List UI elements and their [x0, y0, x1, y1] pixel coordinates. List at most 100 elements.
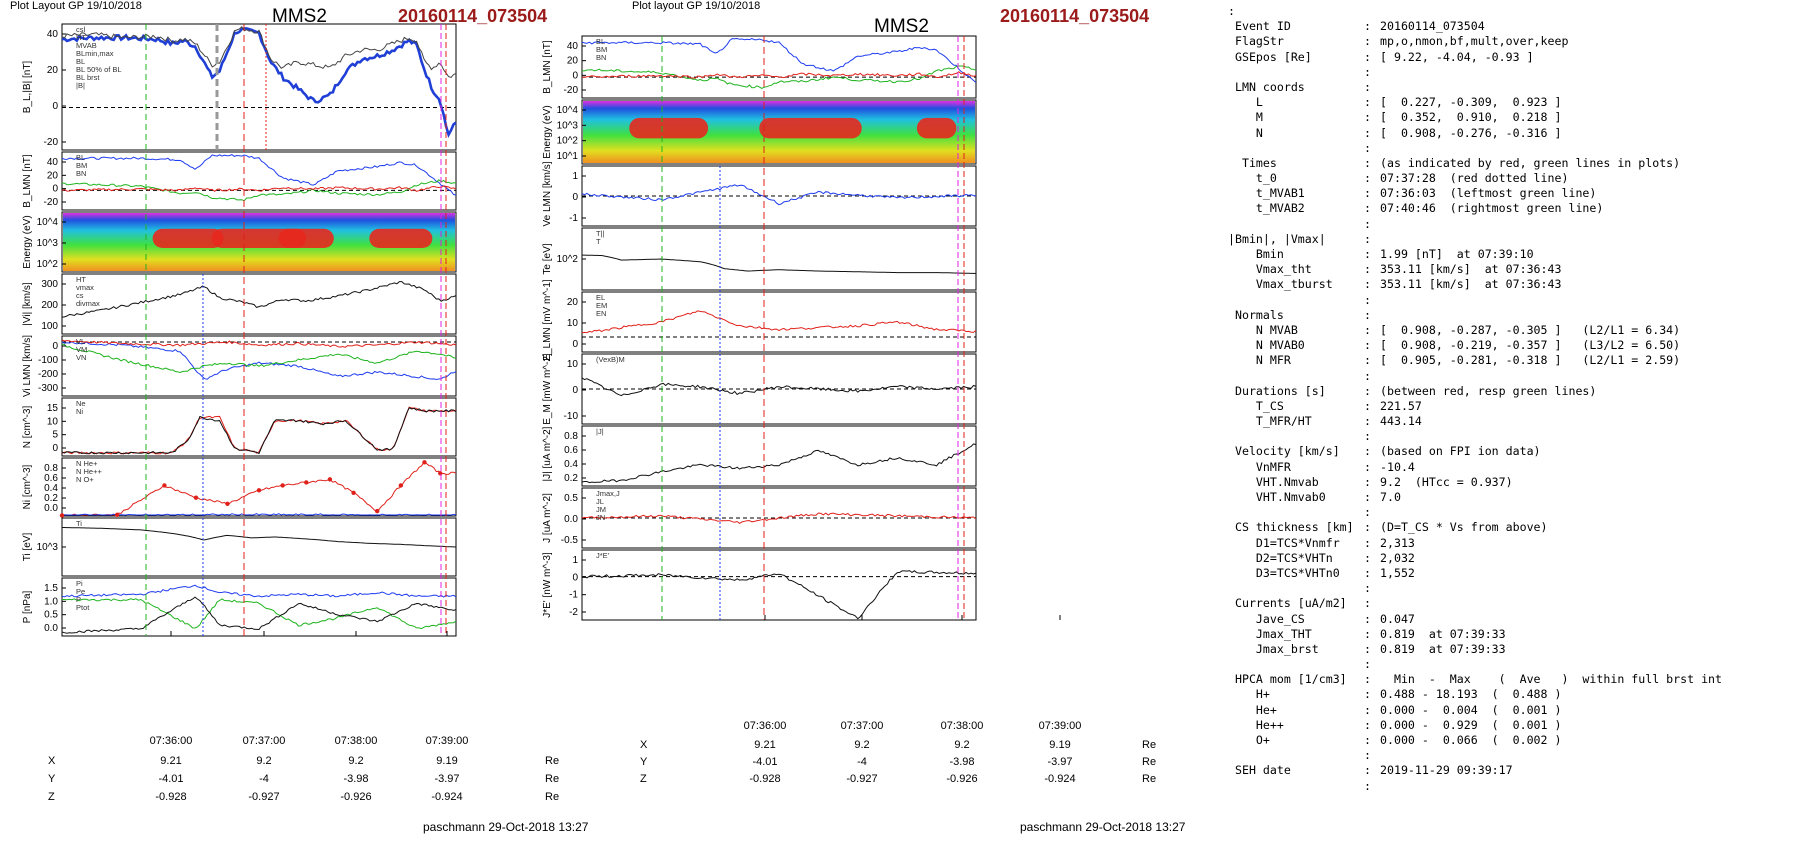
- ytick-label: 10^1: [557, 151, 579, 162]
- ytick-label: 10^2: [557, 254, 579, 265]
- summary-colon: :: [1364, 247, 1371, 261]
- summary-colon: :: [1364, 140, 1371, 155]
- summary-line: :: [1228, 779, 1800, 794]
- summary-value: Min - Max ( Ave ) within full brst int: [1380, 672, 1723, 687]
- ytick-label: 15: [47, 403, 59, 414]
- ytick-label: 0: [572, 385, 578, 396]
- right-panel-6: E_M [mW m^-2] 10 0 -10 (VexB)M: [542, 353, 977, 425]
- summary-key: VHT.Nmvab0: [1228, 490, 1326, 504]
- legend-entry: Ne: [76, 399, 86, 408]
- summary-line: Jmax_brst:0.819 at 07:39:33: [1228, 642, 1800, 657]
- ytick-label: -1: [569, 213, 578, 224]
- summary-line: T_MFR/HT:443.14: [1228, 414, 1800, 429]
- summary-key: CS thickness [km]: [1228, 520, 1354, 535]
- legend-entry: T||: [596, 229, 605, 238]
- panel-ylabel: Energy (eV): [22, 215, 33, 268]
- legend-entry: divmax: [76, 299, 100, 308]
- he-data-point: [114, 512, 120, 517]
- summary-value: mp,o,nmon,bf,mult,over,keep: [1380, 34, 1569, 49]
- ytick-label: 10: [567, 318, 579, 329]
- summary-value: 07:40:46 (rightmost green line): [1380, 201, 1604, 216]
- ytick-label: -2: [569, 607, 578, 618]
- legend-entry: cs: [76, 291, 84, 300]
- panel-frame: [61, 517, 457, 577]
- summary-key: Durations [s]: [1228, 383, 1326, 398]
- ytick-label: 10^4: [37, 217, 59, 228]
- series-BM-line: [62, 179, 457, 202]
- summary-value: [ 0.908, -0.219, -0.357 ] (L3/L2 = 6.50): [1380, 338, 1681, 353]
- legend-entry: csl: [76, 25, 86, 34]
- panel-ylabel: Ti [eV]: [22, 533, 33, 562]
- legend-entry: EN: [596, 309, 606, 318]
- summary-key: Bmin: [1228, 247, 1284, 261]
- summary-key: Times: [1228, 155, 1277, 170]
- legend-entry: Jmax,J: [596, 489, 620, 498]
- right-panel-2: Energy (eV) 10^4 10^3 10^2 10^1: [542, 99, 977, 165]
- summary-line: VnMFR: -10.4: [1228, 460, 1800, 475]
- panel-ylabel: Vi LMN [km/s]: [22, 335, 33, 397]
- panel-ylabel: E_LMN [mV m^-1]: [542, 279, 553, 361]
- summary-line: :: [1228, 65, 1800, 80]
- right-orbit-z-2: -0.926: [946, 773, 977, 785]
- panel-frame: [581, 549, 977, 621]
- summary-colon: :: [1364, 687, 1371, 702]
- panel-frame: [61, 397, 457, 457]
- series-T-line: [582, 254, 977, 274]
- ytick-label: 0.2: [44, 493, 58, 504]
- panel-frame: [581, 227, 977, 291]
- left-orbit-x-unit: Re: [545, 755, 559, 767]
- right-orbit-z-label: Z: [640, 773, 647, 785]
- left-orbit-y-label: Y: [48, 773, 56, 785]
- summary-value: 20160114_073504: [1380, 19, 1485, 34]
- left-panel-1: B_L,|B| [nT]40200-20cslHTMVABBLmin,maxBL…: [22, 23, 457, 151]
- legend-entry: MVAB: [76, 41, 97, 50]
- right-orbit-y-label: Y: [640, 756, 648, 768]
- summary-colon: :: [1364, 398, 1371, 413]
- summary-key: Jave_CS: [1228, 611, 1305, 626]
- ytick-label: 0: [52, 184, 58, 195]
- summary-colon: :: [1364, 657, 1371, 672]
- summary-colon: :: [1364, 429, 1371, 444]
- summary-key: SEH date: [1228, 763, 1291, 778]
- series-J-line: [581, 443, 977, 484]
- ytick-label: 0.2: [564, 473, 578, 484]
- summary-key: t_MVAB2: [1228, 201, 1305, 216]
- right-orbit-z-unit: Re: [1142, 773, 1156, 785]
- summary-key: H+: [1228, 687, 1270, 702]
- summary-key: Velocity [km/s]: [1228, 444, 1340, 459]
- summary-line: :: [1228, 293, 1800, 308]
- legend-entry: Ptot: [76, 603, 90, 612]
- summary-colon: :: [1364, 459, 1371, 474]
- summary-colon: :: [1364, 474, 1371, 489]
- panel-ylabel: Te [eV]: [542, 243, 553, 274]
- summary-line: :: [1228, 581, 1800, 596]
- summary-colon: :: [1364, 307, 1371, 322]
- ytick-label: 20: [47, 65, 59, 76]
- ytick-label: 40: [567, 41, 579, 52]
- right-orbit-y-2: -3.98: [949, 756, 974, 768]
- summary-colon: :: [1364, 368, 1371, 383]
- summary-value: -10.4: [1380, 459, 1415, 474]
- summary-colon: :: [1364, 778, 1371, 793]
- panel-frame: [61, 23, 457, 151]
- summary-line: N MVAB0: [ 0.908, -0.219, -0.357 ] (L3/L2…: [1228, 338, 1800, 353]
- summary-line: N MFR: [ 0.905, -0.281, -0.318 ] (L2/L1 =…: [1228, 353, 1800, 368]
- right-orbit-x-0: 9.21: [754, 739, 775, 751]
- summary-line: Durations [s]: (between red, resp green l…: [1228, 384, 1800, 399]
- legend-entry: EL: [596, 293, 605, 302]
- he-data-point: [280, 483, 285, 488]
- legend-entry: JM: [596, 505, 606, 514]
- summary-colon: :: [1364, 95, 1371, 110]
- right-panel-7: |J| [uA m^-2] 0.8 0.6 0.4 0.2 |J|: [542, 425, 977, 487]
- legend-entry: vmax: [76, 283, 94, 292]
- he-data-point: [162, 483, 167, 488]
- ytick-label: -20: [564, 85, 579, 96]
- summary-colon: :: [1364, 125, 1371, 140]
- right-plot-header: Plot layout GP 19/10/2018: [632, 0, 761, 12]
- right-orbit-y-0: -4.01: [752, 756, 777, 768]
- legend-entry: HT: [76, 275, 86, 284]
- left-orbit-z-2: -0.926: [340, 791, 371, 800]
